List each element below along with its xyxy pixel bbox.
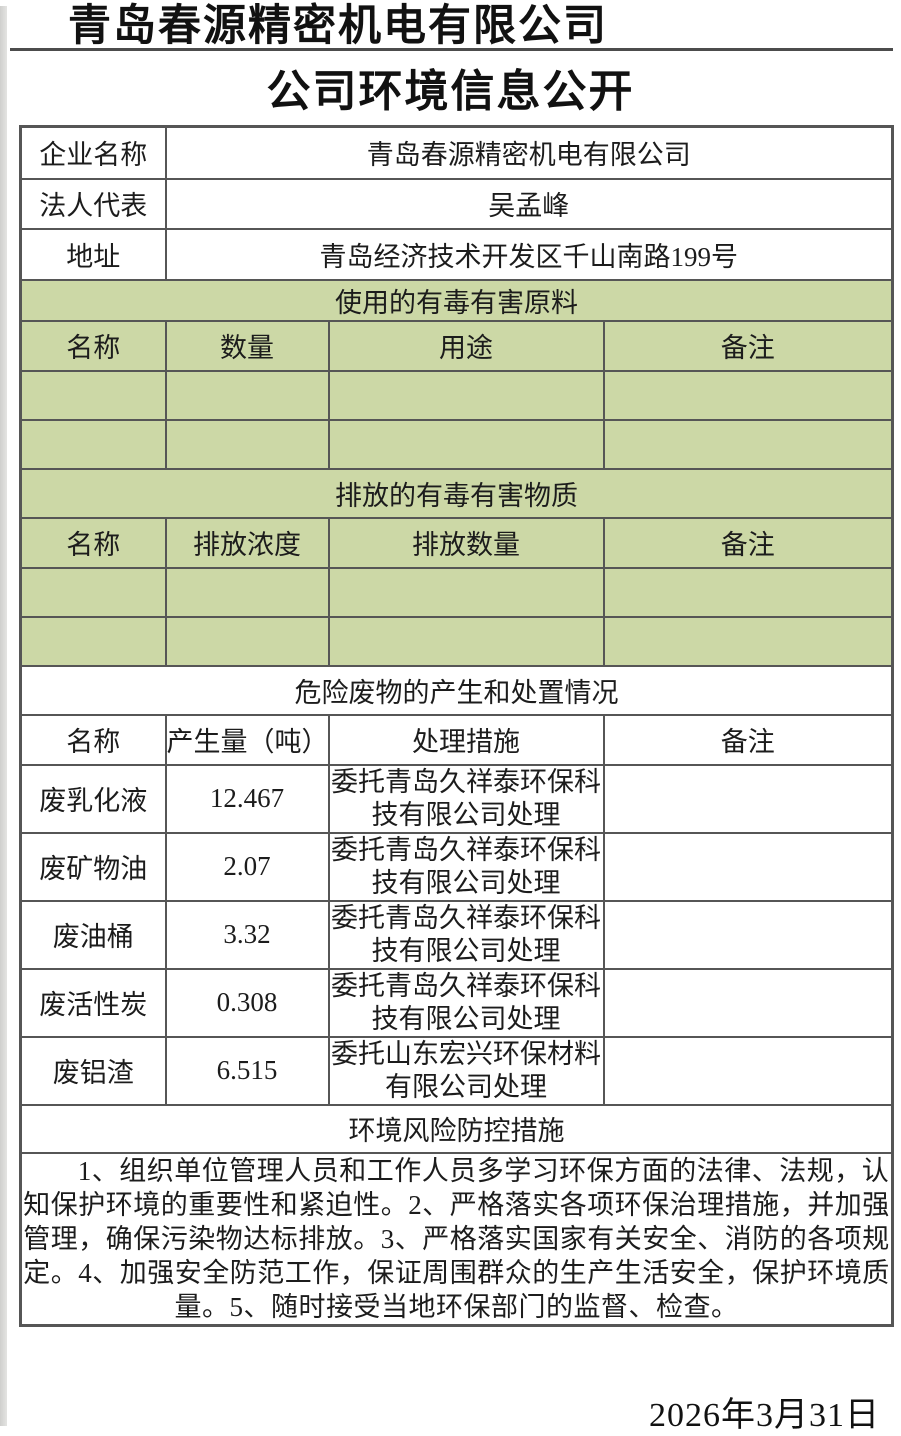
empty-cell [327, 418, 605, 470]
waste-note [602, 967, 894, 1038]
waste-treatment: 委托青岛久祥泰环保科技有限公司处理 [327, 967, 605, 1038]
waste-note [602, 1035, 894, 1106]
info-label: 地址 [19, 227, 167, 281]
waste-row: 废矿物油 2.07 委托青岛久祥泰环保科技有限公司处理 [19, 831, 894, 902]
empty-cell [19, 418, 167, 470]
empty-cell [164, 369, 330, 421]
risk-control-text: 1、组织单位管理人员和工作人员多学习环保方面的法律、法规，认知保护环境的重要性和… [19, 1151, 894, 1326]
col-header: 用途 [327, 319, 605, 372]
empty-cell [164, 615, 330, 667]
empty-data-row [19, 566, 894, 618]
waste-amount: 6.515 [164, 1035, 330, 1106]
waste-name: 废矿物油 [19, 831, 167, 902]
waste-row: 废乳化液 12.467 委托青岛久祥泰环保科技有限公司处理 [19, 763, 894, 834]
empty-cell [602, 615, 894, 667]
empty-cell [602, 418, 894, 470]
info-row-company-name: 企业名称 青岛春源精密机电有限公司 [19, 125, 894, 180]
waste-row: 废油桶 3.32 委托青岛久祥泰环保科技有限公司处理 [19, 899, 894, 970]
section-banner-row: 排放的有毒有害物质 [19, 467, 894, 519]
section-title-hazardous-waste: 危险废物的产生和处置情况 [19, 664, 894, 716]
waste-row: 废活性炭 0.308 委托青岛久祥泰环保科技有限公司处理 [19, 967, 894, 1038]
waste-treatment: 委托青岛久祥泰环保科技有限公司处理 [327, 831, 605, 902]
info-label: 企业名称 [19, 125, 167, 180]
col-header: 产生量（吨） [164, 713, 330, 766]
waste-note [602, 763, 894, 834]
document-title: 公司环境信息公开 [266, 67, 635, 116]
col-header: 排放浓度 [164, 516, 330, 569]
waste-note [602, 899, 894, 970]
col-header: 名称 [19, 713, 167, 766]
waste-treatment: 委托青岛久祥泰环保科技有限公司处理 [327, 763, 605, 834]
waste-amount: 2.07 [164, 831, 330, 902]
empty-cell [602, 566, 894, 618]
info-value: 青岛春源精密机电有限公司 [164, 125, 894, 180]
empty-cell [19, 566, 167, 618]
info-label: 法人代表 [19, 177, 167, 230]
info-row-legal-rep: 法人代表 吴孟峰 [19, 177, 894, 230]
empty-cell [19, 369, 167, 421]
environment-info-table: 企业名称 青岛春源精密机电有限公司 法人代表 吴孟峰 地址 青岛经济技术开发区千… [19, 125, 895, 1327]
col-header: 名称 [19, 516, 167, 569]
table-header-row: 名称 排放浓度 排放数量 备注 [19, 516, 894, 569]
section-banner-row: 环境风险防控措施 [19, 1103, 894, 1154]
info-value: 吴孟峰 [164, 177, 894, 230]
section-banner-row: 使用的有毒有害原料 [19, 278, 894, 322]
empty-cell [327, 615, 605, 667]
section-title-toxic-materials: 使用的有毒有害原料 [19, 278, 894, 322]
section-title-toxic-emissions: 排放的有毒有害物质 [19, 467, 894, 519]
section-title-risk-control: 环境风险防控措施 [19, 1103, 894, 1154]
empty-data-row [19, 418, 894, 470]
waste-treatment: 委托青岛久祥泰环保科技有限公司处理 [327, 899, 605, 970]
waste-note [602, 831, 894, 902]
empty-data-row [19, 369, 894, 421]
table-header-row: 名称 产生量（吨） 处理措施 备注 [19, 713, 894, 766]
empty-cell [19, 615, 167, 667]
waste-treatment: 委托山东宏兴环保材料有限公司处理 [327, 1035, 605, 1106]
col-header: 名称 [19, 319, 167, 372]
empty-cell [327, 566, 605, 618]
section-banner-row: 危险废物的产生和处置情况 [19, 664, 894, 716]
waste-name: 废乳化液 [19, 763, 167, 834]
waste-amount: 0.308 [164, 967, 330, 1038]
info-value: 青岛经济技术开发区千山南路199号 [164, 227, 894, 281]
waste-row: 废铝渣 6.515 委托山东宏兴环保材料有限公司处理 [19, 1035, 894, 1106]
empty-cell [164, 566, 330, 618]
col-header: 处理措施 [327, 713, 605, 766]
waste-name: 废油桶 [19, 899, 167, 970]
title-underline-bar: 青岛春源精密机电有限公司 [10, 0, 893, 51]
info-row-address: 地址 青岛经济技术开发区千山南路199号 [19, 227, 894, 281]
table-header-row: 名称 数量 用途 备注 [19, 319, 894, 372]
waste-amount: 12.467 [164, 763, 330, 834]
waste-amount: 3.32 [164, 899, 330, 970]
col-header: 备注 [602, 713, 894, 766]
waste-name: 废活性炭 [19, 967, 167, 1038]
col-header: 数量 [164, 319, 330, 372]
scan-edge-shadow [0, 6, 7, 1426]
empty-data-row [19, 615, 894, 667]
document-date: 2026年3月31日 [649, 1397, 880, 1434]
company-title: 青岛春源精密机电有限公司 [68, 2, 608, 50]
risk-control-row: 1、组织单位管理人员和工作人员多学习环保方面的法律、法规，认知保护环境的重要性和… [19, 1151, 894, 1326]
empty-cell [327, 369, 605, 421]
empty-cell [602, 369, 894, 421]
waste-name: 废铝渣 [19, 1035, 167, 1106]
col-header: 备注 [602, 319, 894, 372]
col-header: 备注 [602, 516, 894, 569]
empty-cell [164, 418, 330, 470]
col-header: 排放数量 [327, 516, 605, 569]
